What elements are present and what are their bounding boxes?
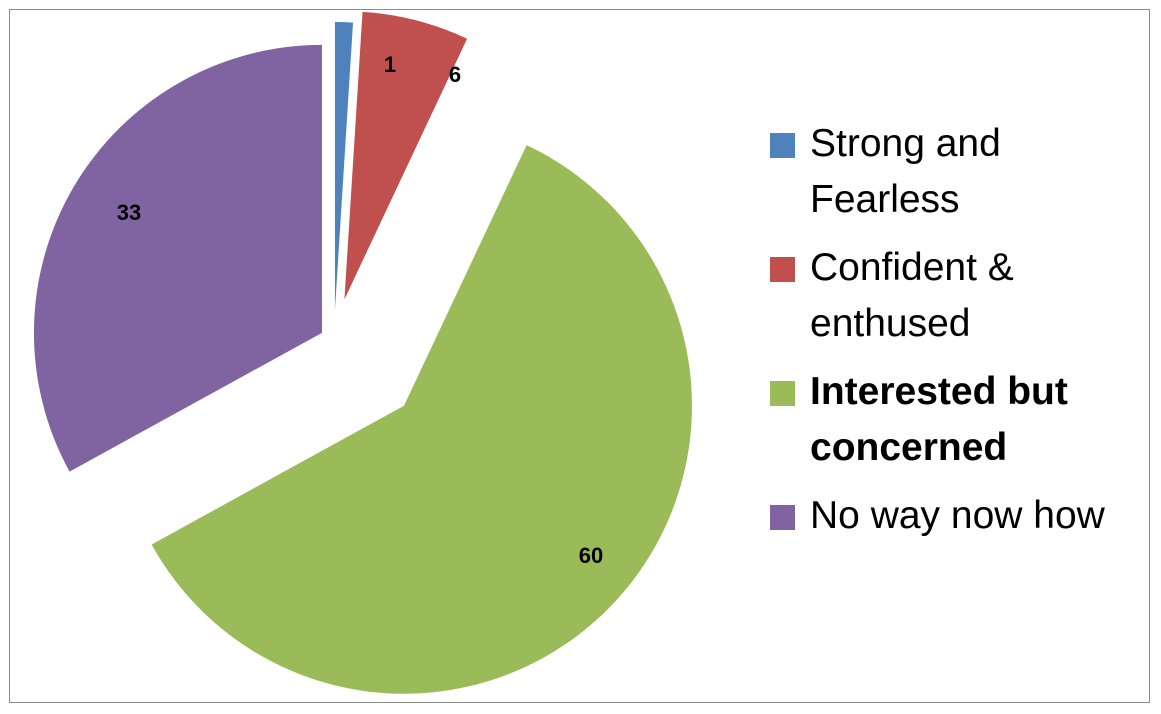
legend-item-no-way-now-how: No way now how xyxy=(770,488,1150,544)
pie-chart: 1 6 60 33 xyxy=(33,11,692,694)
pie-slice-strong-and-fearless xyxy=(334,22,354,311)
legend-swatch xyxy=(770,133,795,158)
data-label: 60 xyxy=(579,543,603,568)
legend-label: Strong and Fearless xyxy=(810,122,1001,221)
legend-swatch xyxy=(770,381,795,406)
data-label: 1 xyxy=(384,52,396,77)
data-label: 33 xyxy=(117,200,141,225)
legend-swatch xyxy=(770,505,795,530)
legend-swatch xyxy=(770,257,795,282)
legend-label: No way now how xyxy=(810,494,1105,537)
legend-label: Interested but concerned xyxy=(810,370,1068,469)
legend-label: Confident & enthused xyxy=(810,246,1014,345)
legend-item-confident-and-enthused: Confident & enthused xyxy=(770,240,1150,352)
data-label: 6 xyxy=(449,62,461,87)
legend-item-interested-but-concerned: Interested but concerned xyxy=(770,364,1150,476)
legend-item-strong-and-fearless: Strong and Fearless xyxy=(770,116,1150,228)
pie-slice-confident-enthused xyxy=(344,11,468,300)
legend: Strong and Fearless Confident & enthused… xyxy=(770,116,1150,556)
pie-slice-interested-but-concerned xyxy=(151,145,692,694)
pie-slice-no-way-now-how xyxy=(33,44,322,472)
